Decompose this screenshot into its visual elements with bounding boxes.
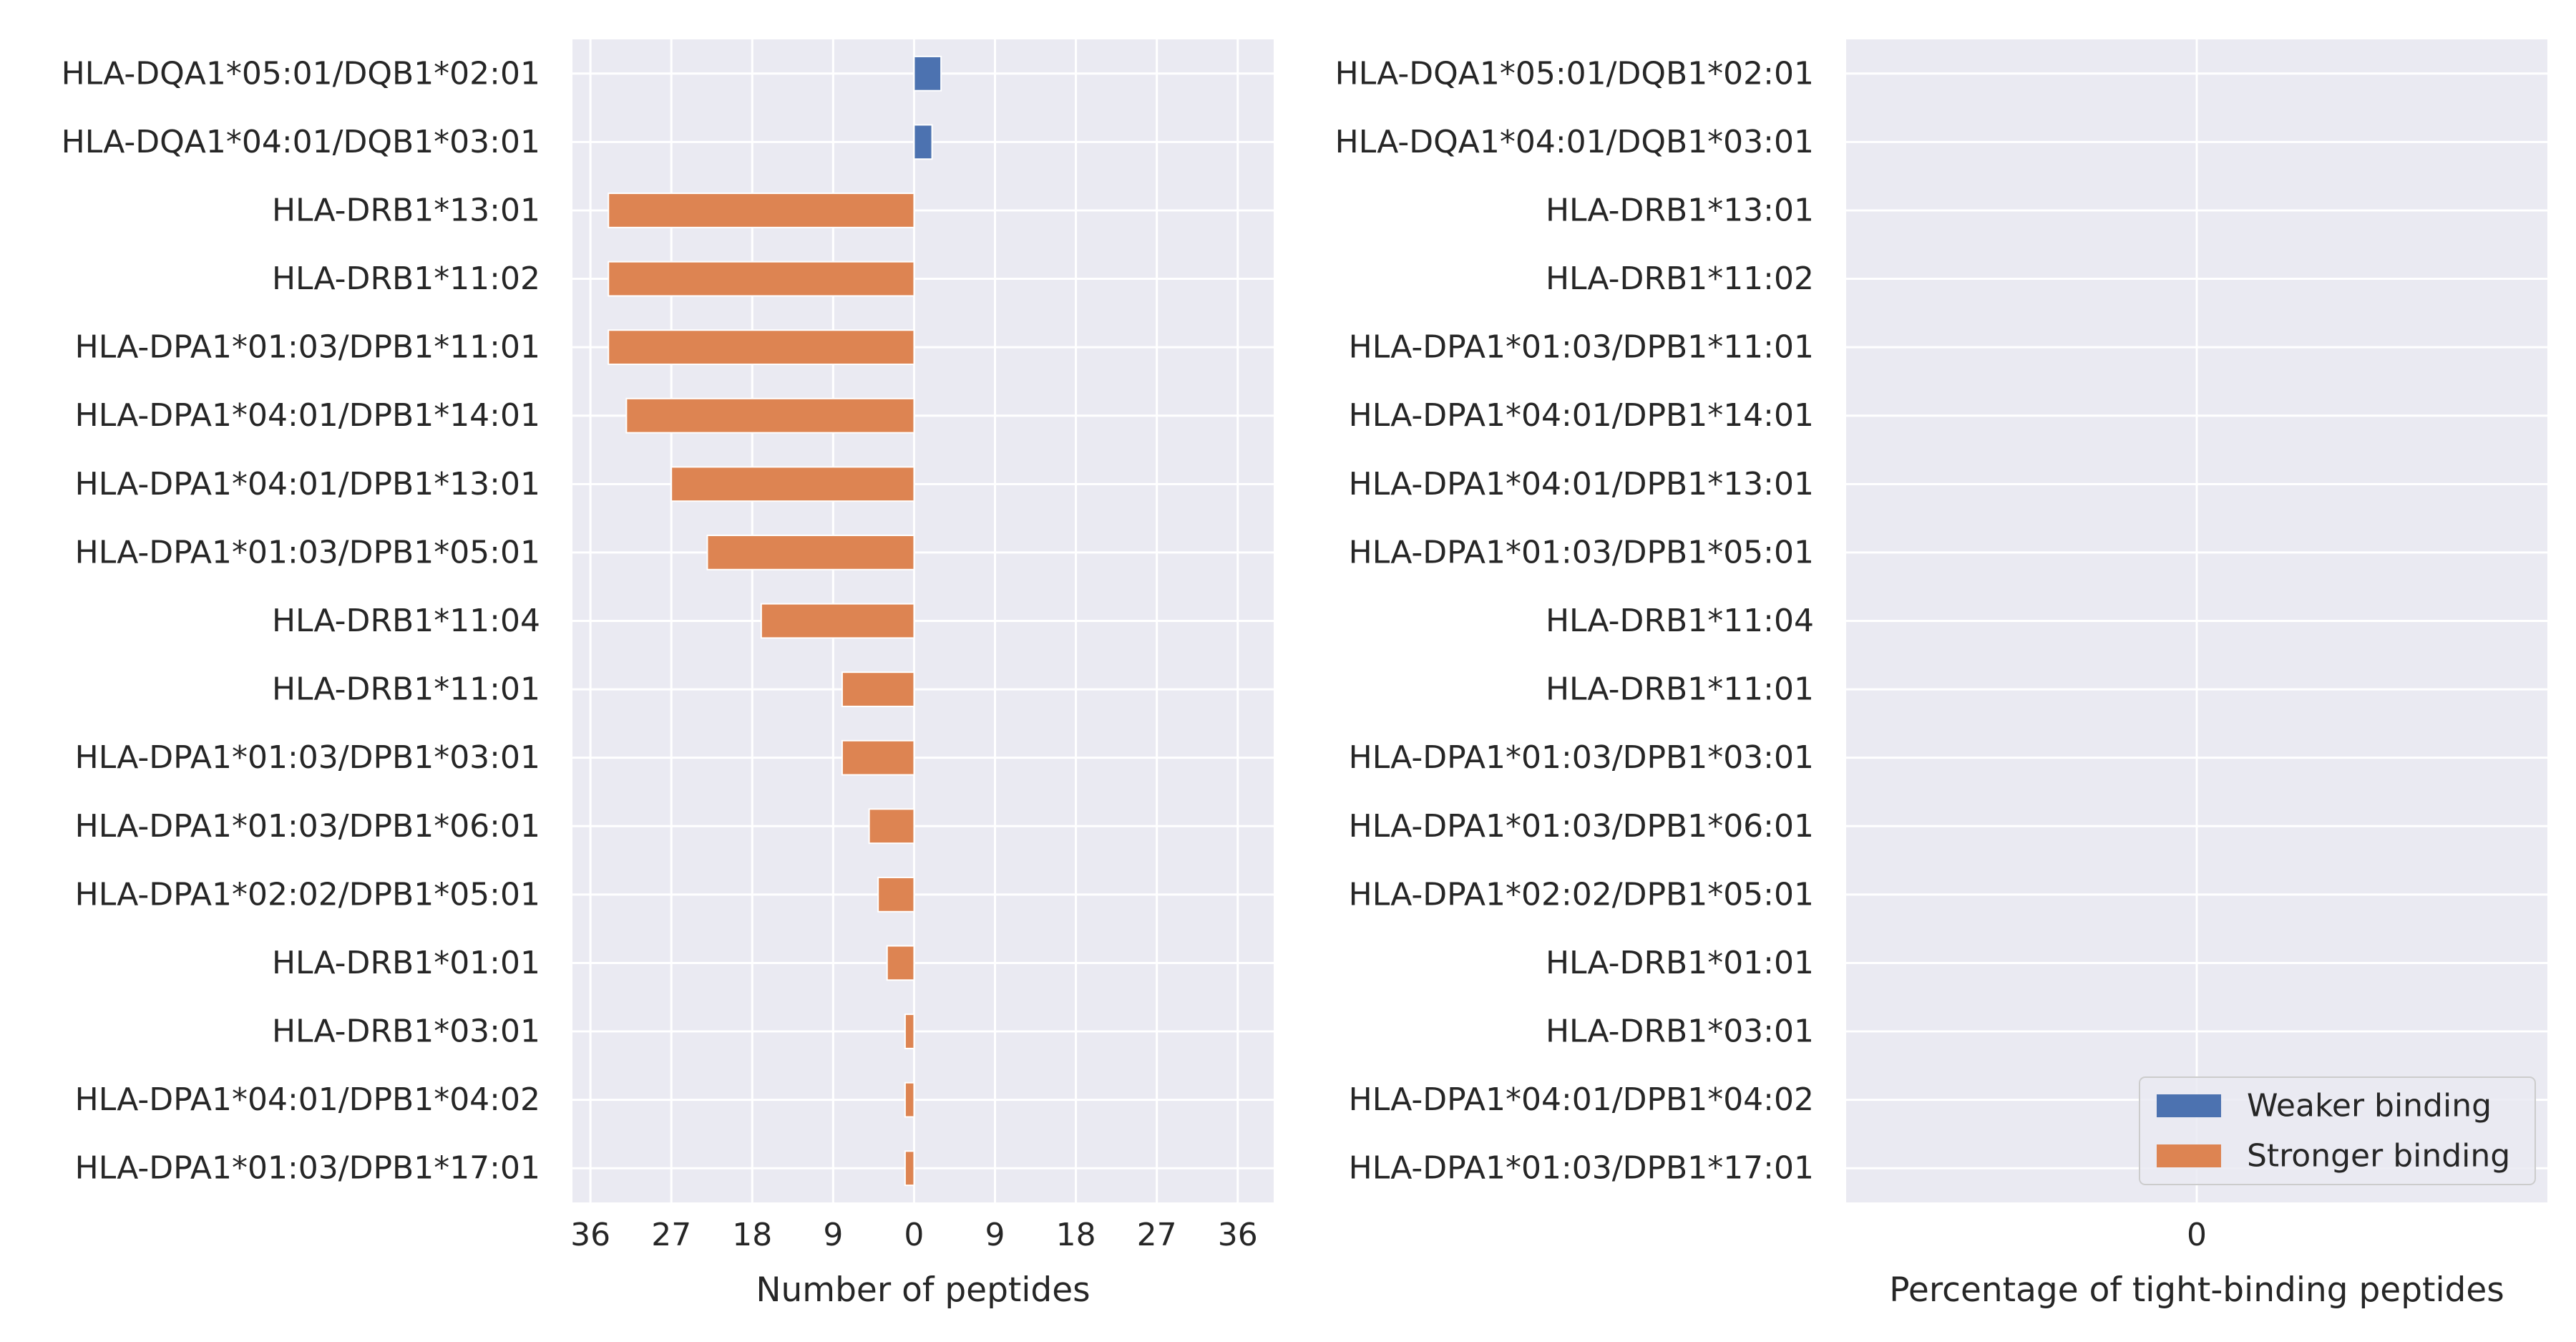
bar-stronger-binding [706,535,915,570]
y-tick-label: HLA-DRB1*01:01 [272,945,540,981]
y-tick-label: HLA-DPA1*01:03/DPB1*11:01 [1349,329,1814,366]
bar-stronger-binding [841,671,915,707]
bar-stronger-binding [868,808,915,845]
legend-swatch [2157,1094,2221,1117]
x-tick-label: 9 [823,1217,843,1253]
y-tick-label: HLA-DQA1*05:01/DQB1*02:01 [62,55,540,92]
y-tick-label: HLA-DRB1*03:01 [1546,1013,1814,1050]
bar-stronger-binding [670,466,915,502]
x-tick-label: 27 [1137,1217,1177,1253]
y-tick-label: HLA-DRB1*01:01 [1546,945,1814,981]
y-tick-label: HLA-DPA1*04:01/DPB1*13:01 [1349,466,1814,502]
x-tick-label: 0 [904,1217,924,1253]
y-tick-label: HLA-DRB1*11:04 [1546,603,1814,639]
x-tick-label: 18 [732,1217,772,1253]
y-tick-label: HLA-DPA1*01:03/DPB1*11:01 [75,329,540,366]
y-tick-label: HLA-DPA1*04:01/DPB1*13:01 [75,466,540,502]
bar-stronger-binding [904,1081,915,1118]
y-tick-label: HLA-DPA1*02:02/DPB1*05:01 [1349,876,1814,913]
y-tick-label: HLA-DPA1*02:02/DPB1*05:01 [75,876,540,913]
y-tick-label: HLA-DRB1*11:02 [272,261,540,297]
y-tick-label: HLA-DPA1*01:03/DPB1*03:01 [75,739,540,776]
x-tick-label: 27 [651,1217,691,1253]
legend-label: Stronger binding [2247,1138,2510,1175]
bar-weaker-binding [913,55,942,92]
bar-stronger-binding [760,603,915,639]
y-tick-label: HLA-DRB1*03:01 [272,1013,540,1050]
y-tick-label: HLA-DPA1*04:01/DPB1*14:01 [75,397,540,434]
y-tick-label: HLA-DPA1*01:03/DPB1*17:01 [75,1150,540,1187]
y-tick-label: HLA-DPA1*04:01/DPB1*14:01 [1349,397,1814,434]
y-tick-label: HLA-DPA1*01:03/DPB1*03:01 [1349,739,1814,776]
legend-label: Weaker binding [2247,1088,2492,1124]
bar-stronger-binding [608,329,915,366]
x-axis-label: Number of peptides [756,1270,1090,1310]
x-tick-label: 9 [985,1217,1005,1253]
x-axis-label: Percentage of tight-binding peptides [1889,1270,2504,1310]
x-tick-label: 36 [1218,1217,1258,1253]
x-tick-label: 0 [2187,1217,2207,1253]
legend-swatch [2157,1144,2221,1167]
y-tick-label: HLA-DRB1*11:04 [272,603,540,639]
y-tick-label: HLA-DPA1*01:03/DPB1*05:01 [75,534,540,570]
x-tick-label: 36 [570,1217,610,1253]
right-chart-panel: HLA-DQA1*05:01/DQB1*02:01 HLA-DQA1*04:01/… [1335,39,2547,1310]
bar-stronger-binding [877,876,915,913]
y-tick-label: HLA-DPA1*01:03/DPB1*17:01 [1349,1150,1814,1187]
bar-weaker-binding [913,124,933,160]
bar-stronger-binding [886,945,915,981]
y-tick-label: HLA-DPA1*04:01/DPB1*04:02 [75,1081,540,1118]
y-tick-label: HLA-DPA1*04:01/DPB1*04:02 [1349,1081,1814,1118]
y-tick-label: HLA-DRB1*13:01 [1546,192,1814,228]
x-tick-label: 18 [1056,1217,1096,1253]
legend-box [2139,1076,2536,1185]
y-tick-label: HLA-DRB1*13:01 [272,192,540,228]
y-tick-label: HLA-DPA1*01:03/DPB1*06:01 [75,808,540,845]
bar-stronger-binding [608,261,915,297]
y-tick-label: HLA-DRB1*11:01 [1546,671,1814,708]
bar-stronger-binding [904,1150,915,1187]
bar-stronger-binding [841,739,915,776]
y-tick-label: HLA-DQA1*04:01/DQB1*03:01 [62,124,540,160]
left-chart-panel: HLA-DQA1*05:01/DQB1*02:01 HLA-DQA1*04:01/… [62,39,1274,1310]
y-tick-label: HLA-DRB1*11:02 [1546,261,1814,297]
y-tick-label: HLA-DQA1*04:01/DQB1*03:01 [1335,124,1814,160]
y-tick-label: HLA-DRB1*11:01 [272,671,540,708]
bar-stronger-binding [608,193,915,228]
y-tick-label: HLA-DPA1*01:03/DPB1*05:01 [1349,534,1814,570]
bar-stronger-binding [625,397,915,434]
bar-stronger-binding [904,1013,915,1049]
y-tick-label: HLA-DPA1*01:03/DPB1*06:01 [1349,808,1814,845]
y-tick-label: HLA-DQA1*05:01/DQB1*02:01 [1335,55,1814,92]
